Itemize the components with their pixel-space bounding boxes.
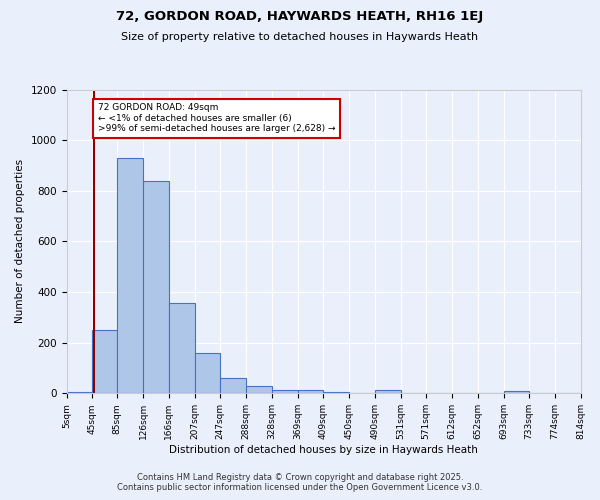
Bar [169,304,195,394]
X-axis label: Distribution of detached houses by size in Haywards Heath: Distribution of detached houses by size … [169,445,478,455]
Bar [247,386,272,394]
Bar [118,158,143,394]
Bar [503,391,529,394]
Bar [195,353,220,394]
Bar [67,392,92,394]
Bar [272,390,298,394]
Text: 72 GORDON ROAD: 49sqm
← <1% of detached houses are smaller (6)
>99% of semi-deta: 72 GORDON ROAD: 49sqm ← <1% of detached … [98,104,335,133]
Bar [298,390,323,394]
Bar [143,180,169,394]
Bar [323,392,349,394]
Text: Size of property relative to detached houses in Haywards Heath: Size of property relative to detached ho… [121,32,479,42]
Text: 72, GORDON ROAD, HAYWARDS HEATH, RH16 1EJ: 72, GORDON ROAD, HAYWARDS HEATH, RH16 1E… [116,10,484,23]
Y-axis label: Number of detached properties: Number of detached properties [15,160,25,324]
Text: Contains HM Land Registry data © Crown copyright and database right 2025.
Contai: Contains HM Land Registry data © Crown c… [118,473,482,492]
Bar [374,390,401,394]
Bar [92,330,118,394]
Bar [220,378,247,394]
